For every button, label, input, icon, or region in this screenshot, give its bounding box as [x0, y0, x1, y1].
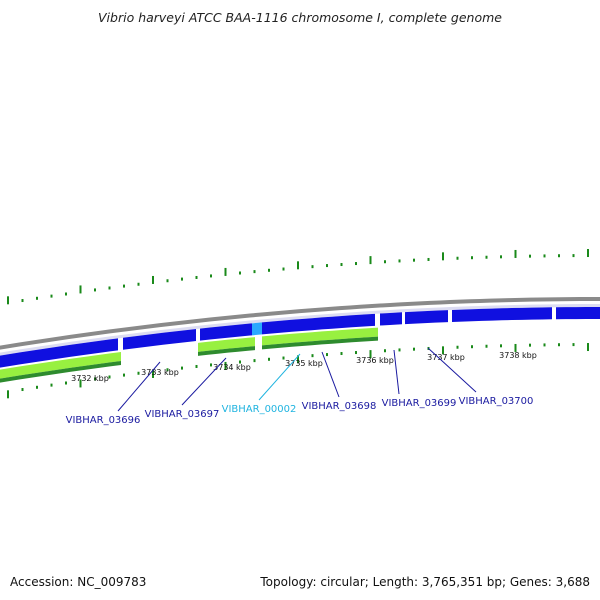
scale-label: 3735 kbp	[285, 359, 323, 368]
gene-labels: VIBHAR_03696 VIBHAR_03697 VIBHAR_00002 VIBH…	[66, 347, 534, 426]
gene-label[interactable]: VIBHAR_03700	[459, 396, 534, 407]
gene-label[interactable]: VIBHAR_03697	[145, 409, 220, 420]
gene-label[interactable]: VIBHAR_03699	[382, 398, 457, 409]
tick-marks	[7, 249, 589, 399]
cds-arrow	[123, 329, 196, 350]
feature-bar-dark	[262, 336, 378, 350]
cds-arrow	[200, 323, 252, 341]
scale-label: 3737 kbp	[427, 353, 465, 362]
scale-label: 3733 kbp	[141, 368, 179, 377]
cds-arrow-highlight	[252, 322, 262, 336]
cds-arrow	[380, 312, 402, 326]
feature-bar	[198, 337, 255, 352]
gene-leader-line	[258, 353, 301, 401]
genome-stats: Topology: circular; Length: 3,765,351 bp…	[260, 575, 590, 589]
cds-arrow	[556, 307, 600, 320]
feature-bar-dark	[0, 360, 121, 383]
gene-leader-line	[427, 347, 477, 393]
gene-leader-line	[321, 351, 340, 398]
scale-label: 3734 kbp	[213, 363, 251, 372]
accession-label: Accession: NC_009783	[10, 575, 147, 589]
cds-arrow	[262, 313, 375, 335]
gene-leader-line	[117, 361, 161, 412]
gene-label[interactable]: VIBHAR_03696	[66, 415, 141, 426]
gene-leader-line	[181, 357, 227, 406]
gene-label[interactable]: VIBHAR_00002	[222, 404, 297, 415]
feature-bar	[262, 327, 378, 346]
gene-label[interactable]: VIBHAR_03698	[302, 401, 377, 412]
gene-leader-line	[393, 349, 400, 395]
scale-label: 3732 kbp	[71, 374, 109, 383]
scale-labels: 3732 kbp 3733 kbp 3734 kbp 3735 kbp 3736 kbp…	[71, 351, 537, 383]
feature-track	[0, 297, 600, 383]
scale-label: 3738 kbp	[499, 351, 537, 360]
cds-arrow	[405, 310, 448, 325]
feature-bar	[0, 351, 121, 379]
cds-arrow	[452, 307, 552, 322]
cds-arrow	[0, 338, 118, 368]
map-title: Vibrio harveyi ATCC BAA-1116 chromosome …	[98, 10, 502, 25]
scale-label: 3736 kbp	[356, 356, 394, 365]
feature-bar-dark	[198, 346, 255, 356]
